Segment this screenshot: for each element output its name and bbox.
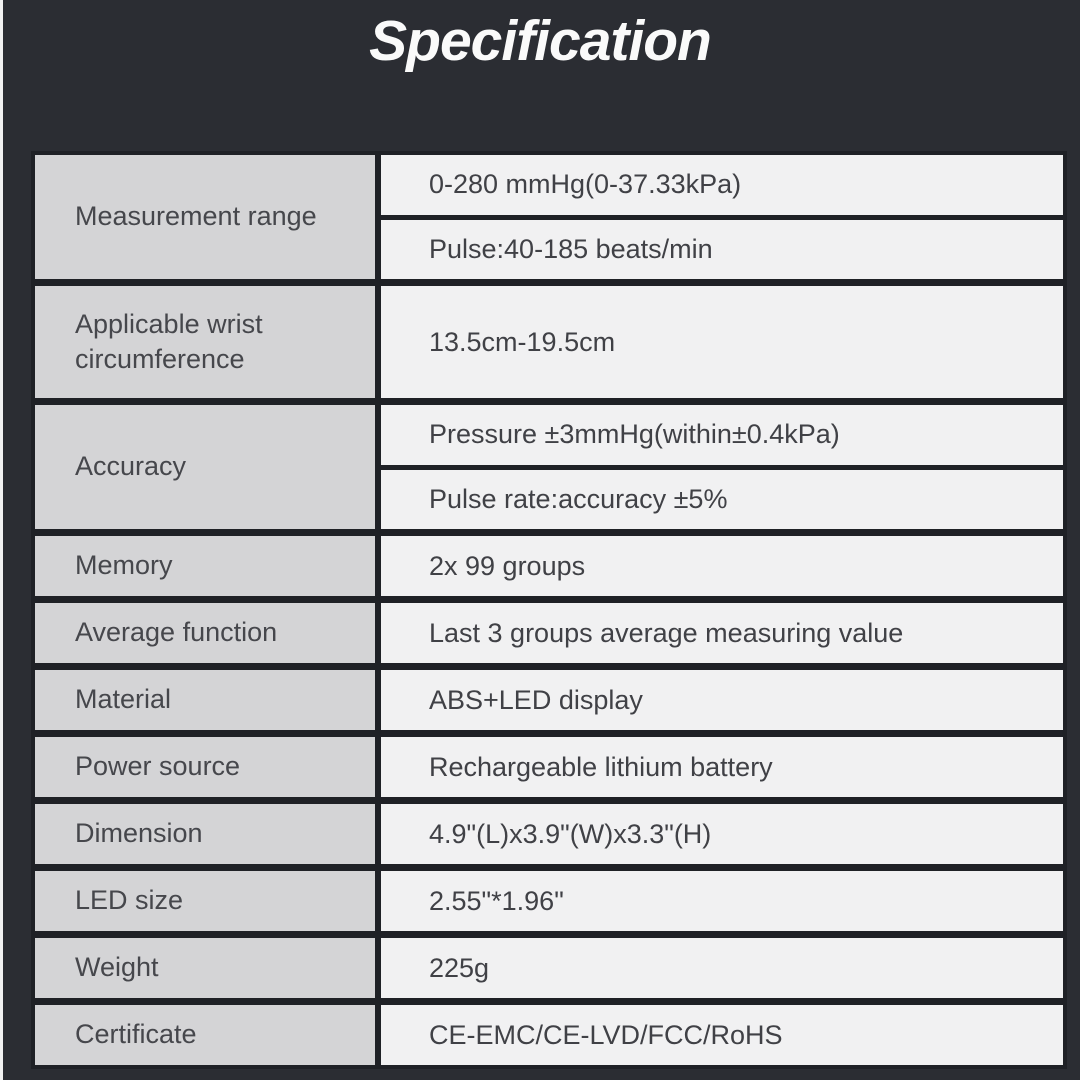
spec-row: Dimension 4.9"(L)x3.9"(W)x3.3"(H): [35, 804, 1063, 864]
row-label-cell: Weight: [35, 938, 375, 998]
row-value-cell: 4.9"(L)x3.9"(W)x3.3"(H): [381, 804, 1063, 864]
row-value-group: ABS+LED display: [381, 670, 1063, 730]
row-value-group: 225g: [381, 938, 1063, 998]
left-edge-sliver: [0, 0, 3, 1080]
spec-row: Memory 2x 99 groups: [35, 536, 1063, 596]
row-value-cell: 225g: [381, 938, 1063, 998]
row-label-cell: Certificate: [35, 1005, 375, 1065]
row-value-cell: Last 3 groups average measuring value: [381, 603, 1063, 663]
row-label-cell: Dimension: [35, 804, 375, 864]
row-value-group: Rechargeable lithium battery: [381, 737, 1063, 797]
row-value-group: 2.55"*1.96": [381, 871, 1063, 931]
row-value-group: 0-280 mmHg(0-37.33kPa) Pulse:40-185 beats…: [381, 155, 1063, 279]
row-value-cell: 0-280 mmHg(0-37.33kPa): [381, 155, 1063, 215]
row-value-group: CE-EMC/CE-LVD/FCC/RoHS: [381, 1005, 1063, 1065]
spec-row: Accuracy Pressure ±3mmHg(within±0.4kPa) Pu…: [35, 405, 1063, 529]
page-title: Specification: [369, 9, 712, 73]
row-value-cell: 2.55"*1.96": [381, 871, 1063, 931]
row-label-cell: LED size: [35, 871, 375, 931]
row-label-cell: Memory: [35, 536, 375, 596]
row-label-cell: Measurement range: [35, 155, 375, 279]
spec-row: LED size 2.55"*1.96": [35, 871, 1063, 931]
row-value-group: 2x 99 groups: [381, 536, 1063, 596]
row-value-cell: Pulse:40-185 beats/min: [381, 219, 1063, 279]
spec-row: Average function Last 3 groups average me…: [35, 603, 1063, 663]
row-value-cell: Rechargeable lithium battery: [381, 737, 1063, 797]
row-value-group: 4.9"(L)x3.9"(W)x3.3"(H): [381, 804, 1063, 864]
spec-row: Applicable wrist circumference 13.5cm-19.…: [35, 286, 1063, 398]
row-label-cell: Average function: [35, 603, 375, 663]
row-value-cell: Pulse rate:accuracy ±5%: [381, 469, 1063, 529]
spec-row: Power source Rechargeable lithium battery: [35, 737, 1063, 797]
spec-row: Material ABS+LED display: [35, 670, 1063, 730]
row-value-cell: Pressure ±3mmHg(within±0.4kPa): [381, 405, 1063, 465]
row-value-cell: 2x 99 groups: [381, 536, 1063, 596]
row-value-group: Last 3 groups average measuring value: [381, 603, 1063, 663]
spec-row: Weight 225g: [35, 938, 1063, 998]
row-value-group: 13.5cm-19.5cm: [381, 286, 1063, 398]
row-value-cell: CE-EMC/CE-LVD/FCC/RoHS: [381, 1005, 1063, 1065]
row-label-cell: Applicable wrist circumference: [35, 286, 375, 398]
row-value-cell: ABS+LED display: [381, 670, 1063, 730]
spec-row: Certificate CE-EMC/CE-LVD/FCC/RoHS: [35, 1005, 1063, 1065]
row-value-group: Pressure ±3mmHg(within±0.4kPa) Pulse rate…: [381, 405, 1063, 529]
spec-table: Measurement range 0-280 mmHg(0-37.33kPa) P…: [31, 151, 1067, 1069]
row-label-cell: Accuracy: [35, 405, 375, 529]
row-value-cell: 13.5cm-19.5cm: [381, 286, 1063, 398]
row-label-cell: Material: [35, 670, 375, 730]
spec-row: Measurement range 0-280 mmHg(0-37.33kPa) P…: [35, 155, 1063, 279]
row-label-cell: Power source: [35, 737, 375, 797]
